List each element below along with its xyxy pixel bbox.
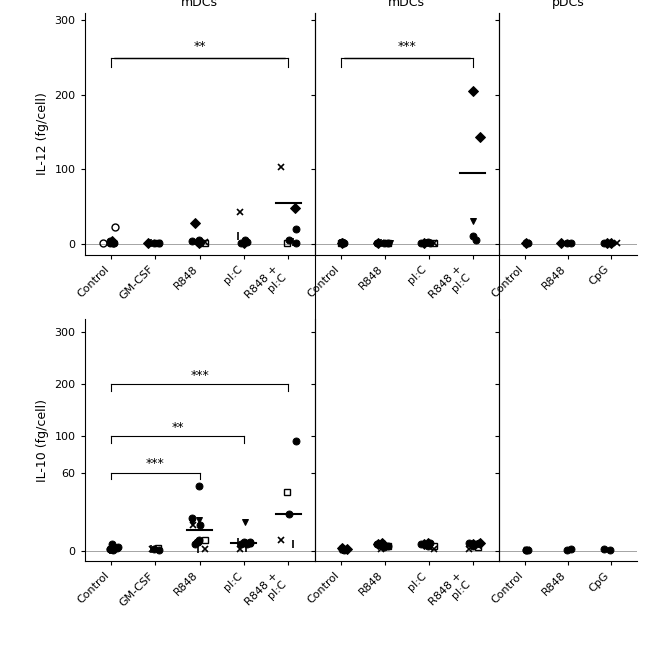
Title: CD1c$^+$
mDCs: CD1c$^+$ mDCs [178, 0, 221, 9]
Text: ***: *** [146, 457, 164, 470]
Y-axis label: IL-12 (fg/cell): IL-12 (fg/cell) [36, 92, 49, 175]
Text: ***: *** [397, 40, 416, 53]
Text: ***: *** [190, 369, 209, 382]
Text: **: ** [193, 40, 206, 53]
Title: CD141$^+$
mDCs: CD141$^+$ mDCs [381, 0, 433, 9]
Title: pDCs: pDCs [552, 0, 584, 9]
Text: **: ** [171, 421, 184, 433]
Y-axis label: IL-10 (fg/cell): IL-10 (fg/cell) [36, 399, 49, 482]
